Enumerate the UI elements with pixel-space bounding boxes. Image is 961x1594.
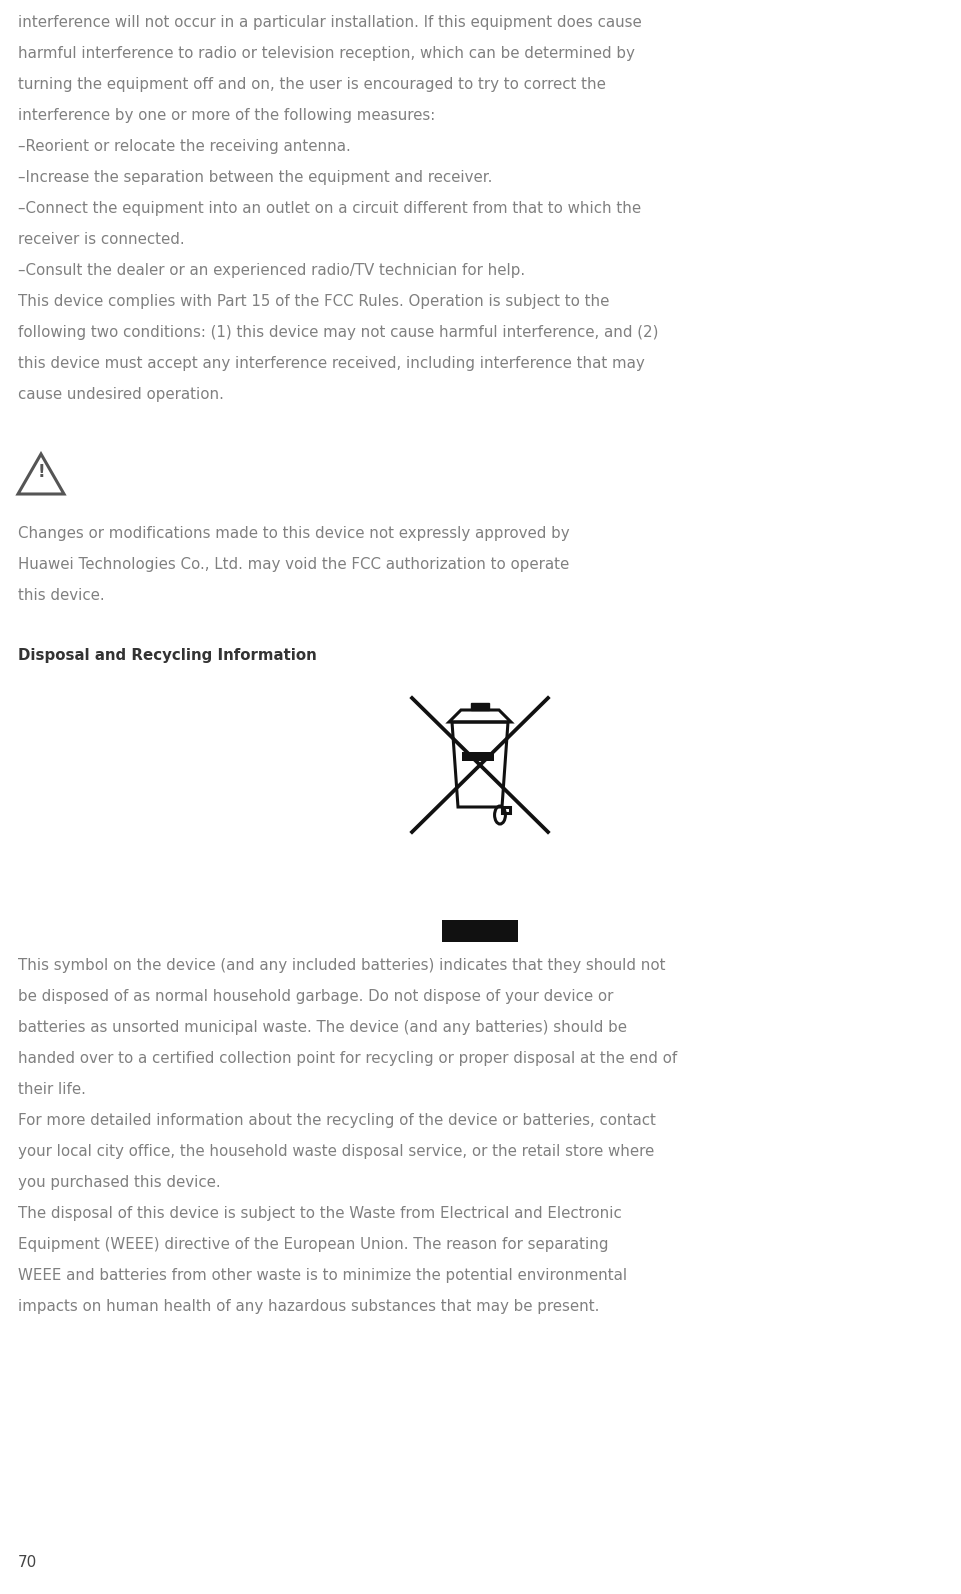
Text: handed over to a certified collection point for recycling or proper disposal at : handed over to a certified collection po…: [18, 1050, 678, 1066]
Text: Changes or modifications made to this device not expressly approved by: Changes or modifications made to this de…: [18, 526, 570, 540]
Text: interference by one or more of the following measures:: interference by one or more of the follo…: [18, 108, 435, 123]
Text: This symbol on the device (and any included batteries) indicates that they shoul: This symbol on the device (and any inclu…: [18, 958, 666, 972]
Text: turning the equipment off and on, the user is encouraged to try to correct the: turning the equipment off and on, the us…: [18, 77, 605, 92]
Text: The disposal of this device is subject to the Waste from Electrical and Electron: The disposal of this device is subject t…: [18, 1207, 622, 1221]
Text: interference will not occur in a particular installation. If this equipment does: interference will not occur in a particu…: [18, 14, 642, 30]
Text: be disposed of as normal household garbage. Do not dispose of your device or: be disposed of as normal household garba…: [18, 988, 613, 1004]
Text: batteries as unsorted municipal waste. The device (and any batteries) should be: batteries as unsorted municipal waste. T…: [18, 1020, 627, 1035]
Text: this device must accept any interference received, including interference that m: this device must accept any interference…: [18, 355, 645, 371]
Text: impacts on human health of any hazardous substances that may be present.: impacts on human health of any hazardous…: [18, 1299, 600, 1313]
Text: you purchased this device.: you purchased this device.: [18, 1175, 221, 1191]
Text: receiver is connected.: receiver is connected.: [18, 233, 185, 247]
Text: this device.: this device.: [18, 588, 105, 603]
Text: This device complies with Part 15 of the FCC Rules. Operation is subject to the: This device complies with Part 15 of the…: [18, 293, 609, 309]
Text: Huawei Technologies Co., Ltd. may void the FCC authorization to operate: Huawei Technologies Co., Ltd. may void t…: [18, 556, 569, 572]
Text: your local city office, the household waste disposal service, or the retail stor: your local city office, the household wa…: [18, 1144, 654, 1159]
Text: –Consult the dealer or an experienced radio/TV technician for help.: –Consult the dealer or an experienced ra…: [18, 263, 525, 277]
Text: harmful interference to radio or television reception, which can be determined b: harmful interference to radio or televis…: [18, 46, 635, 61]
Text: –Increase the separation between the equipment and receiver.: –Increase the separation between the equ…: [18, 171, 492, 185]
Text: Equipment (WEEE) directive of the European Union. The reason for separating: Equipment (WEEE) directive of the Europe…: [18, 1237, 608, 1251]
Text: cause undesired operation.: cause undesired operation.: [18, 387, 224, 402]
Text: –Reorient or relocate the receiving antenna.: –Reorient or relocate the receiving ante…: [18, 139, 351, 155]
Text: !: !: [37, 462, 45, 481]
Text: following two conditions: (1) this device may not cause harmful interference, an: following two conditions: (1) this devic…: [18, 325, 658, 340]
Text: Disposal and Recycling Information: Disposal and Recycling Information: [18, 649, 317, 663]
Text: WEEE and batteries from other waste is to minimize the potential environmental: WEEE and batteries from other waste is t…: [18, 1267, 628, 1283]
Text: For more detailed information about the recycling of the device or batteries, co: For more detailed information about the …: [18, 1113, 655, 1129]
Text: their life.: their life.: [18, 1082, 86, 1097]
Text: 70: 70: [18, 1556, 37, 1570]
Text: –Connect the equipment into an outlet on a circuit different from that to which : –Connect the equipment into an outlet on…: [18, 201, 641, 217]
